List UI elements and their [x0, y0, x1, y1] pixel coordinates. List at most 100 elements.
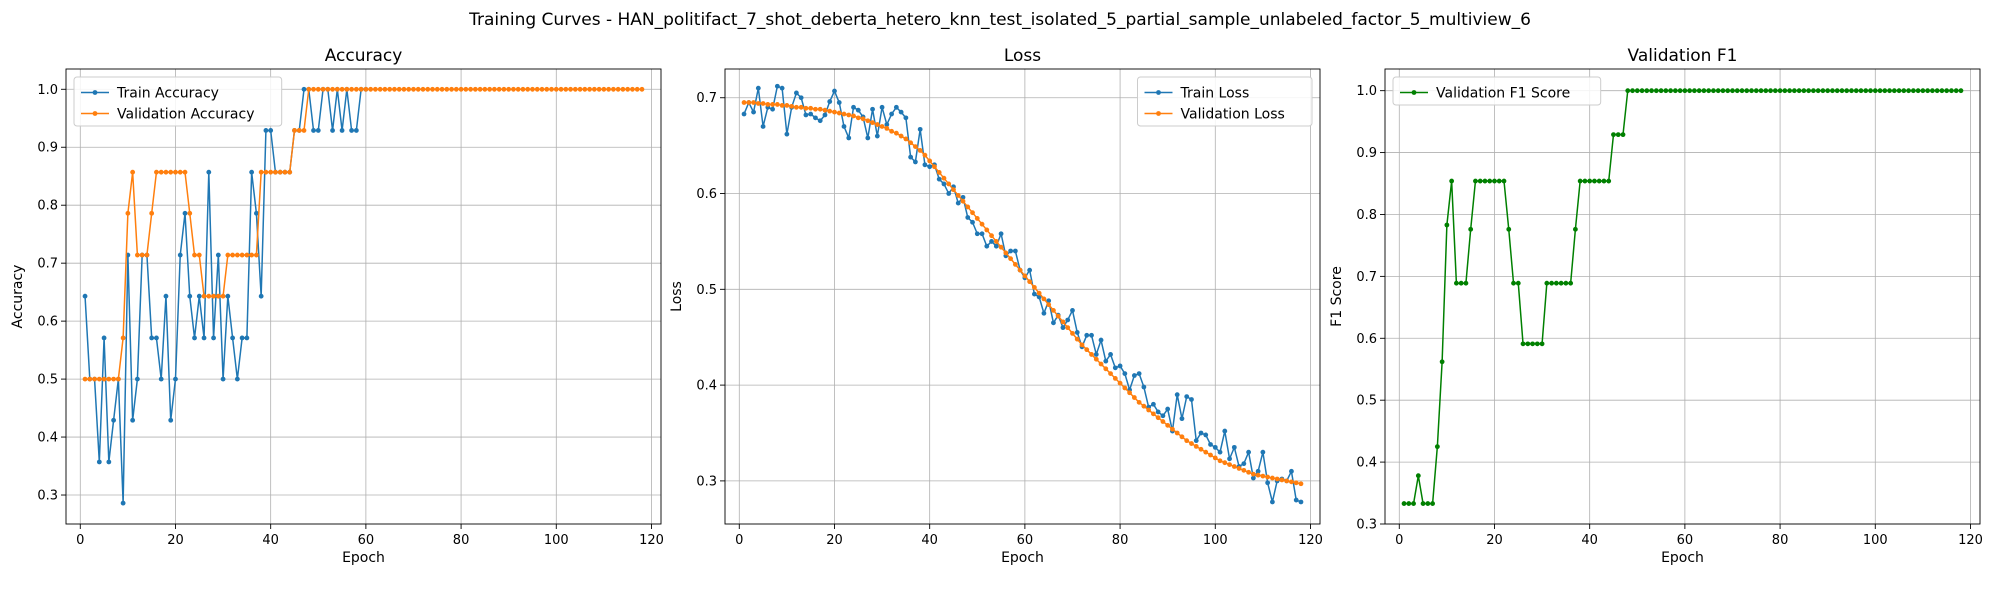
data-point-train-loss	[1246, 449, 1251, 455]
validation-f1-xtick-label: 40	[1581, 533, 1598, 548]
data-point-train-loss	[798, 95, 804, 101]
data-point-train-loss	[893, 104, 899, 110]
data-point-validation-loss	[903, 136, 909, 142]
data-point-validation-accuracy	[368, 86, 374, 92]
data-point-train-loss	[1151, 401, 1156, 407]
data-point-train-loss	[1089, 332, 1094, 338]
data-point-validation-f1-score	[1653, 88, 1659, 94]
data-point-validation-accuracy	[296, 128, 302, 133]
data-point-validation-f1-score	[1506, 226, 1512, 232]
accuracy-ytick-label: 0.7	[37, 257, 58, 272]
data-point-train-loss	[1212, 444, 1218, 450]
data-point-train-accuracy	[230, 335, 236, 341]
data-point-train-loss	[1222, 428, 1228, 434]
data-point-validation-f1-score	[1930, 88, 1935, 94]
validation-f1-ytick-label: 0.6	[1356, 332, 1377, 347]
data-point-validation-f1-score	[1925, 88, 1931, 94]
data-point-train-loss	[1036, 294, 1042, 300]
data-point-validation-f1-score	[1677, 88, 1683, 94]
data-point-train-loss	[1255, 468, 1261, 474]
validation-f1-axes-frame	[1384, 68, 1981, 525]
data-point-validation-loss	[1293, 480, 1299, 486]
validation-f1-xtick-label: 120	[1958, 533, 1983, 548]
data-point-train-loss	[974, 231, 980, 237]
series-validation-loss	[741, 100, 1304, 487]
data-point-train-loss	[908, 154, 914, 160]
accuracy-axes-frame	[65, 68, 662, 525]
data-point-validation-f1-score	[1634, 88, 1640, 94]
data-point-validation-loss	[1093, 356, 1099, 362]
data-point-validation-f1-score	[1525, 341, 1531, 347]
data-point-validation-f1-score	[1558, 280, 1564, 286]
data-point-validation-accuracy	[625, 86, 631, 92]
data-point-validation-accuracy	[268, 169, 274, 175]
data-point-validation-loss	[927, 158, 933, 164]
data-point-validation-accuracy	[506, 86, 512, 92]
data-point-validation-loss	[1041, 296, 1047, 302]
data-point-validation-loss	[1070, 330, 1075, 336]
data-point-validation-loss	[1084, 347, 1090, 353]
data-point-train-loss	[936, 176, 942, 182]
data-point-train-loss	[822, 112, 828, 118]
data-point-train-loss	[1108, 352, 1113, 357]
data-point-validation-loss	[917, 148, 923, 153]
data-point-validation-loss	[998, 244, 1004, 250]
data-point-train-loss	[1098, 337, 1104, 343]
data-point-validation-f1-score	[1725, 88, 1731, 94]
validation-f1-title: Validation F1	[1628, 46, 1738, 66]
data-point-validation-accuracy	[292, 128, 297, 133]
accuracy-xtick-label: 120	[639, 533, 664, 548]
chart-validation-f1: 0 20 40 60 80 100 120 0.3 0.4 0.5 0.6 0.7 0.8 0.9 1.0 V…	[1329, 46, 1983, 566]
data-point-validation-loss	[1270, 475, 1275, 481]
data-point-validation-loss	[1060, 319, 1066, 325]
data-point-validation-f1-score	[1887, 88, 1892, 94]
data-point-train-loss	[1298, 499, 1304, 505]
data-point-validation-f1-score	[1611, 132, 1616, 138]
data-point-validation-f1-score	[1830, 88, 1835, 94]
data-point-validation-f1-score	[1573, 226, 1578, 232]
data-point-train-accuracy	[249, 169, 255, 175]
data-point-validation-loss	[898, 133, 904, 139]
data-point-validation-loss	[974, 216, 980, 221]
accuracy-ytick-label: 0.6	[37, 315, 58, 330]
data-point-validation-loss	[803, 105, 809, 111]
validation-f1-xtick-label: 0	[1395, 533, 1403, 548]
data-point-train-accuracy	[211, 335, 216, 341]
data-point-validation-f1-score	[1687, 88, 1693, 94]
data-point-validation-accuracy	[125, 210, 131, 216]
data-point-validation-accuracy	[487, 86, 493, 92]
data-point-validation-accuracy	[282, 169, 288, 175]
data-point-validation-f1-score	[1430, 501, 1435, 506]
data-point-validation-accuracy	[382, 86, 388, 92]
data-point-train-loss	[808, 111, 814, 117]
loss-legend-box	[1137, 76, 1313, 127]
data-point-validation-f1-score	[1763, 88, 1769, 94]
data-point-validation-loss	[798, 104, 804, 110]
data-point-validation-accuracy	[182, 169, 188, 175]
data-point-validation-accuracy	[249, 252, 255, 258]
data-point-validation-loss	[946, 181, 952, 187]
data-point-train-accuracy	[268, 128, 274, 133]
data-point-validation-loss	[1231, 464, 1237, 469]
data-point-validation-loss	[784, 103, 790, 108]
data-point-train-loss	[922, 162, 928, 168]
data-point-train-accuracy	[163, 293, 169, 299]
data-point-train-loss	[741, 111, 747, 117]
loss-legend: Train Loss Validation Loss	[1137, 76, 1313, 127]
data-point-train-loss	[965, 215, 971, 220]
data-point-validation-f1-score	[1868, 88, 1873, 94]
data-point-train-accuracy	[154, 335, 159, 341]
data-point-train-loss	[774, 83, 780, 89]
data-point-validation-f1-score	[1896, 88, 1902, 94]
data-point-train-accuracy	[82, 293, 88, 299]
data-point-validation-accuracy	[406, 86, 412, 92]
data-point-validation-f1-score	[1811, 88, 1816, 94]
data-point-validation-f1-score	[1901, 88, 1907, 94]
data-point-train-loss	[1093, 352, 1099, 357]
validation-f1-ytick-label: 0.5	[1356, 394, 1377, 409]
loss-ytick-label: 0.6	[696, 187, 717, 202]
data-point-validation-loss	[1203, 449, 1209, 455]
data-point-validation-loss	[936, 170, 942, 175]
data-point-validation-loss	[932, 164, 937, 170]
legend-marker-validation-accuracy	[92, 111, 98, 116]
